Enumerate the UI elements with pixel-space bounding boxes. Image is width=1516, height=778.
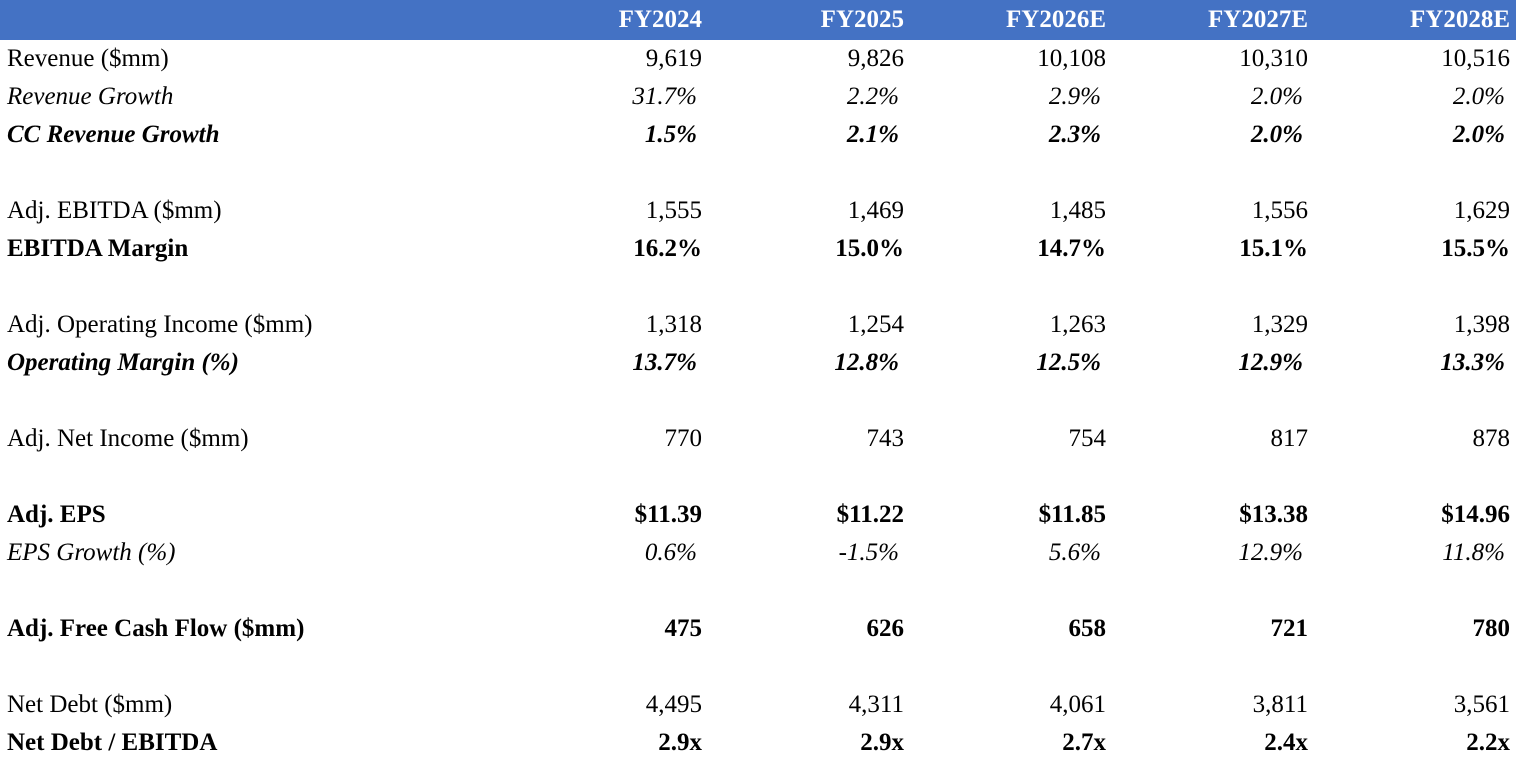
col-header-fy2027e: FY2027E (1208, 6, 1308, 33)
cell-value: 3,811 (1252, 691, 1308, 718)
cell-value: 9,619 (645, 45, 702, 72)
cell-value: 2.7x (1062, 729, 1106, 756)
row-label: EBITDA Margin (7, 235, 189, 262)
cell-value: 4,061 (1049, 691, 1106, 718)
row-label: Adj. Operating Income ($mm) (7, 311, 313, 338)
cell-value: 1,318 (645, 311, 702, 338)
cell-value: 2.1% (846, 121, 899, 148)
cell-value: 11.8% (1442, 539, 1505, 566)
row-operating-margin: Operating Margin (%) 13.7% 12.8% 12.5% 1… (0, 344, 1516, 382)
cell-value: -1.5% (838, 539, 899, 566)
cell-value: 16.2% (633, 235, 702, 262)
cell-value: 1,398 (1453, 311, 1510, 338)
row-adj-ebitda: Adj. EBITDA ($mm) 1,555 1,469 1,485 1,55… (0, 192, 1516, 230)
cell-value: $13.38 (1239, 501, 1308, 528)
cell-value: 15.1% (1239, 235, 1308, 262)
cell-value: 31.7% (632, 83, 697, 110)
cell-value: 743 (866, 425, 905, 452)
row-label: Revenue Growth (7, 83, 174, 110)
row-ebitda-margin: EBITDA Margin 16.2% 15.0% 14.7% 15.1% 15… (0, 230, 1516, 268)
cell-value: 0.6% (644, 539, 697, 566)
cell-value: 1.5% (644, 121, 697, 148)
cell-value: 10,516 (1441, 45, 1510, 72)
cell-value: 2.2% (846, 83, 899, 110)
cell-value: 878 (1472, 425, 1511, 452)
cell-value: 780 (1472, 615, 1511, 642)
cell-value: 9,826 (847, 45, 904, 72)
cell-value: 2.0% (1250, 121, 1303, 148)
cell-value: 1,263 (1049, 311, 1106, 338)
cell-value: 626 (866, 615, 905, 642)
header-row: FY2024 FY2025 FY2026E FY2027E FY2028E (0, 0, 1516, 40)
cell-value: 658 (1068, 615, 1107, 642)
row-label: Adj. Net Income ($mm) (7, 425, 249, 452)
cell-value: 1,469 (847, 197, 904, 224)
row-label: Adj. EPS (7, 501, 106, 528)
cell-value: 12.5% (1036, 349, 1101, 376)
cell-value: 1,555 (645, 197, 702, 224)
cell-value: 721 (1270, 615, 1309, 642)
cell-value: 2.2x (1466, 729, 1510, 756)
cell-value: 12.9% (1238, 349, 1303, 376)
row-label: Operating Margin (%) (7, 349, 239, 376)
cell-value: 15.0% (835, 235, 904, 262)
cell-value: 14.7% (1037, 235, 1106, 262)
cell-value: 754 (1068, 425, 1107, 452)
cell-value: 13.3% (1440, 349, 1505, 376)
cell-value: 1,629 (1453, 197, 1510, 224)
cell-value: 15.5% (1441, 235, 1510, 262)
cell-value: 1,254 (847, 311, 904, 338)
row-label: Adj. Free Cash Flow ($mm) (7, 615, 305, 642)
row-label: Adj. EBITDA ($mm) (7, 197, 222, 224)
cell-value: $14.96 (1441, 501, 1510, 528)
row-adj-net-income: Adj. Net Income ($mm) 770 743 754 817 87… (0, 420, 1516, 458)
cell-value: 2.3% (1048, 121, 1101, 148)
cell-value: 2.0% (1452, 121, 1505, 148)
row-revenue-growth: Revenue Growth 31.7% 2.2% 2.9% 2.0% 2.0% (0, 78, 1516, 116)
row-label: CC Revenue Growth (7, 121, 220, 148)
row-label: Net Debt / EBITDA (7, 729, 218, 756)
col-header-fy2028e: FY2028E (1410, 6, 1510, 33)
cell-value: 770 (664, 425, 703, 452)
col-header-fy2025: FY2025 (820, 6, 904, 33)
cell-value: 3,561 (1453, 691, 1510, 718)
row-label: Revenue ($mm) (7, 45, 169, 72)
cell-value: 12.8% (834, 349, 899, 376)
row-net-debt: Net Debt ($mm) 4,495 4,311 4,061 3,811 3… (0, 686, 1516, 724)
cell-value: $11.22 (836, 501, 904, 528)
cell-value: 1,329 (1251, 311, 1308, 338)
cell-value: 5.6% (1048, 539, 1101, 566)
cell-value: 2.0% (1452, 83, 1505, 110)
row-adj-eps: Adj. EPS $11.39 $11.22 $11.85 $13.38 $14… (0, 496, 1516, 534)
cell-value: 10,310 (1239, 45, 1308, 72)
row-adj-operating-income: Adj. Operating Income ($mm) 1,318 1,254 … (0, 306, 1516, 344)
cell-value: $11.39 (634, 501, 702, 528)
cell-value: 2.9% (1048, 83, 1101, 110)
cell-value: 12.9% (1238, 539, 1303, 566)
cell-value: 4,311 (848, 691, 904, 718)
cell-value: 10,108 (1037, 45, 1106, 72)
row-eps-growth: EPS Growth (%) 0.6% -1.5% 5.6% 12.9% 11.… (0, 534, 1516, 572)
col-header-fy2024: FY2024 (618, 6, 702, 33)
cell-value: 2.9x (860, 729, 904, 756)
row-label: EPS Growth (%) (7, 539, 176, 566)
cell-value: 13.7% (632, 349, 697, 376)
cell-value: 2.4x (1264, 729, 1308, 756)
row-net-debt-ebitda: Net Debt / EBITDA 2.9x 2.9x 2.7x 2.4x 2.… (0, 724, 1516, 762)
cell-value: 2.0% (1250, 83, 1303, 110)
cell-value: 4,495 (645, 691, 702, 718)
cell-value: $11.85 (1038, 501, 1106, 528)
cell-value: 475 (664, 615, 703, 642)
col-header-fy2026e: FY2026E (1006, 6, 1106, 33)
row-label: Net Debt ($mm) (7, 691, 173, 718)
cell-value: 1,485 (1049, 197, 1106, 224)
row-adj-free-cash-flow: Adj. Free Cash Flow ($mm) 475 626 658 72… (0, 610, 1516, 648)
cell-value: 2.9x (658, 729, 702, 756)
row-cc-revenue-growth: CC Revenue Growth 1.5% 2.1% 2.3% 2.0% 2.… (0, 116, 1516, 154)
cell-value: 817 (1270, 425, 1309, 452)
cell-value: 1,556 (1251, 197, 1308, 224)
row-revenue: Revenue ($mm) 9,619 9,826 10,108 10,310 … (0, 40, 1516, 78)
